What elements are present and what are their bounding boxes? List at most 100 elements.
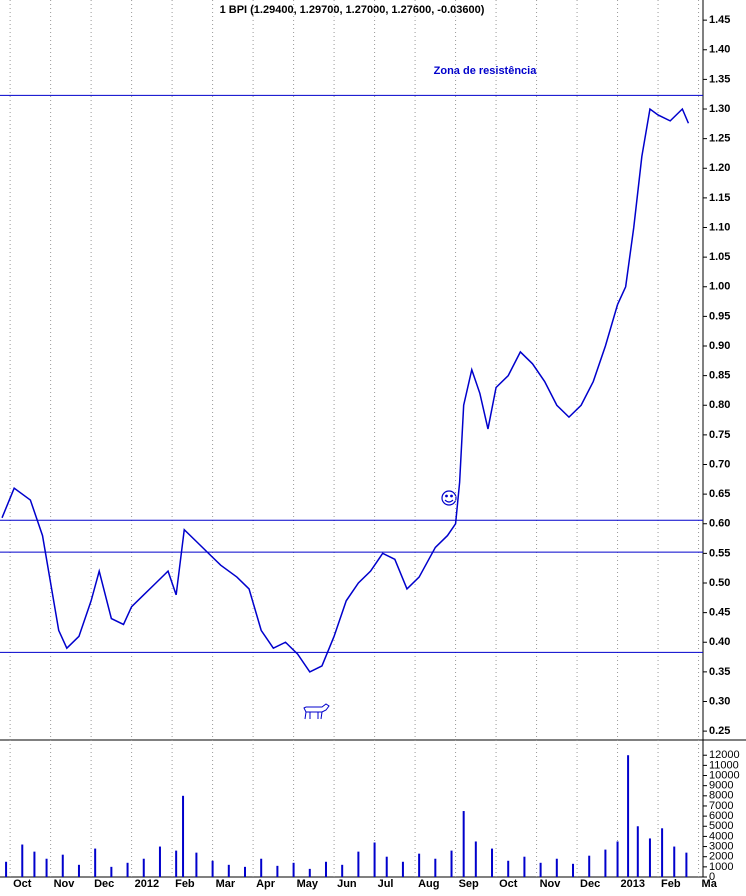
x-tick-label: Oct — [499, 878, 518, 890]
y-tick-label: 0.90 — [709, 340, 730, 352]
y-tick-label: 0.25 — [709, 725, 730, 737]
volume-bar — [5, 861, 8, 877]
volume-bar — [491, 848, 494, 877]
y-tick-label: 1.10 — [709, 221, 730, 233]
y-tick-label: 0.70 — [709, 458, 730, 470]
volume-bar — [401, 861, 404, 877]
y-tick-label: 0.95 — [709, 310, 730, 322]
volume-bar — [685, 852, 688, 877]
y-tick-label: 1000 — [709, 861, 733, 873]
y-tick-label: 1.20 — [709, 162, 730, 174]
volume-bar — [182, 795, 185, 877]
volume-bar — [227, 864, 230, 877]
volume-bar — [572, 863, 575, 877]
y-tick-label: 1.15 — [709, 192, 730, 204]
y-tick-label: 0.75 — [709, 429, 730, 441]
y-tick-label: 8000 — [709, 790, 733, 802]
volume-bar — [523, 856, 526, 877]
volume-bar — [450, 850, 453, 877]
x-tick-label: Mar — [216, 878, 236, 890]
y-tick-label: 1.40 — [709, 44, 730, 56]
y-tick-label: 0.45 — [709, 607, 730, 619]
volume-bar — [308, 868, 311, 877]
x-tick-label: Feb — [661, 878, 681, 890]
y-tick-label: 0.50 — [709, 577, 730, 589]
volume-bar — [418, 853, 421, 877]
volume-bar — [588, 855, 591, 877]
y-tick-label: 0.80 — [709, 399, 730, 411]
y-tick-label: 6000 — [709, 810, 733, 822]
y-tick-label: 5000 — [709, 820, 733, 832]
volume-bar — [627, 755, 630, 877]
x-tick-label: Jun — [337, 878, 357, 890]
x-tick-label: Dec — [94, 878, 114, 890]
y-tick-label: 0.35 — [709, 666, 730, 678]
x-tick-label: Nov — [540, 878, 562, 890]
volume-bar — [616, 841, 619, 877]
volume-bar — [195, 852, 198, 877]
volume-bar — [175, 850, 178, 877]
y-tick-label: 7000 — [709, 800, 733, 812]
y-tick-label: 11000 — [709, 759, 739, 771]
volume-bar — [126, 862, 129, 877]
annotation: Zona de resistência — [434, 65, 538, 77]
x-tick-label: 2013 — [621, 878, 645, 890]
volume-bar — [373, 842, 376, 877]
volume-bar — [604, 849, 607, 877]
volume-bar — [673, 846, 676, 877]
volume-bar — [434, 858, 437, 877]
y-tick-label: 2000 — [709, 851, 733, 863]
volume-bar — [507, 860, 510, 877]
y-tick-label: 1.35 — [709, 73, 730, 85]
y-tick-label: 1.45 — [709, 14, 730, 26]
volume-bar — [357, 851, 360, 877]
x-tick-label: Oct — [13, 878, 32, 890]
x-tick-label: May — [297, 878, 319, 890]
volume-bar — [45, 858, 48, 877]
volume-bar — [276, 865, 279, 877]
volume-bar — [21, 844, 24, 877]
volume-bar — [474, 841, 477, 877]
y-tick-label: 1.00 — [709, 281, 730, 293]
volume-bar — [110, 866, 113, 877]
y-tick-label: 0.55 — [709, 547, 730, 559]
volume-bar — [648, 838, 651, 877]
volume-bar — [211, 860, 214, 877]
volume-bar — [61, 854, 64, 877]
x-tick-label: Feb — [175, 878, 195, 890]
volume-bar — [94, 848, 97, 877]
y-tick-label: 0.65 — [709, 488, 730, 500]
volume-bar — [555, 858, 558, 877]
x-tick-label: Ma — [702, 878, 718, 890]
x-tick-label: Apr — [256, 878, 276, 890]
y-tick-label: 0 — [709, 871, 715, 883]
volume-bar — [539, 862, 542, 877]
y-tick-label: 1.25 — [709, 133, 730, 145]
x-tick-label: Dec — [580, 878, 600, 890]
volume-bar — [661, 828, 664, 877]
y-tick-label: 0.85 — [709, 370, 730, 382]
y-tick-label: 4000 — [709, 830, 733, 842]
volume-bar — [385, 856, 388, 877]
volume-bar — [142, 858, 145, 877]
y-tick-label: 0.40 — [709, 636, 730, 648]
volume-bar — [462, 811, 465, 877]
volume-bar — [243, 866, 246, 877]
volume-bar — [341, 864, 344, 877]
y-tick-label: 12000 — [709, 749, 740, 761]
volume-bar — [33, 851, 36, 877]
y-tick-label: 1.05 — [709, 251, 730, 263]
y-tick-label: 9000 — [709, 780, 733, 792]
price-line — [1, 107, 690, 673]
x-tick-label: Aug — [418, 878, 439, 890]
chart-title: 1 BPI (1.29400, 1.29700, 1.27000, 1.2760… — [220, 4, 485, 16]
y-tick-label: 10000 — [709, 769, 740, 781]
x-tick-label: 2012 — [135, 878, 159, 890]
x-tick-label: Nov — [54, 878, 76, 890]
volume-bar — [260, 858, 263, 877]
smiley-icon — [441, 490, 457, 506]
y-tick-label: 3000 — [709, 840, 733, 852]
volume-bar — [292, 862, 295, 877]
